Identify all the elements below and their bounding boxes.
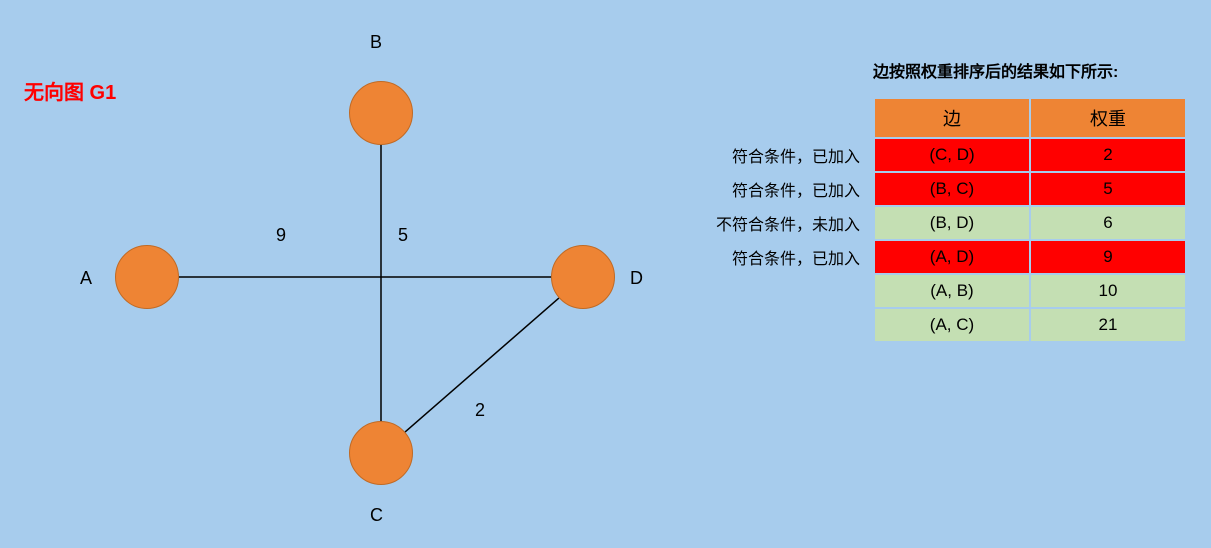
table-row: (A, D)9	[875, 241, 1185, 273]
table-header-row: 边权重	[875, 99, 1185, 137]
table-cell-weight: 10	[1031, 275, 1185, 307]
table-cell-weight: 2	[1031, 139, 1185, 171]
table-cell-edge: (A, C)	[875, 309, 1029, 341]
table-header-cell: 边	[875, 99, 1029, 137]
row-note: 符合条件，已加入	[0, 143, 860, 167]
table-cell-weight: 9	[1031, 241, 1185, 273]
node-label-C: C	[370, 505, 383, 526]
edge-table: 边权重(C, D)2(B, C)5(B, D)6(A, D)9(A, B)10(…	[873, 97, 1187, 343]
node-C	[349, 421, 413, 485]
table-row: (C, D)2	[875, 139, 1185, 171]
table-cell-edge: (B, D)	[875, 207, 1029, 239]
table-row: (A, B)10	[875, 275, 1185, 307]
table-row: (B, D)6	[875, 207, 1185, 239]
node-label-B: B	[370, 32, 382, 53]
table-row: (A, C)21	[875, 309, 1185, 341]
table-row: (B, C)5	[875, 173, 1185, 205]
table-cell-weight: 21	[1031, 309, 1185, 341]
row-note: 符合条件，已加入	[0, 177, 860, 201]
edge-table-title: 边按照权重排序后的结果如下所示:	[873, 58, 1118, 82]
table-cell-edge: (A, B)	[875, 275, 1029, 307]
node-B	[349, 81, 413, 145]
node-label-D: D	[630, 268, 643, 289]
table-cell-edge: (A, D)	[875, 241, 1029, 273]
edge-weight-C-D: 2	[475, 400, 485, 421]
table-cell-edge: (B, C)	[875, 173, 1029, 205]
table-header-cell: 权重	[1031, 99, 1185, 137]
row-note: 不符合条件，未加入	[0, 211, 860, 235]
table-cell-weight: 5	[1031, 173, 1185, 205]
graph-title: 无向图 G1	[24, 76, 116, 105]
table-cell-weight: 6	[1031, 207, 1185, 239]
row-note: 符合条件，已加入	[0, 245, 860, 269]
table-cell-edge: (C, D)	[875, 139, 1029, 171]
node-label-A: A	[80, 268, 92, 289]
